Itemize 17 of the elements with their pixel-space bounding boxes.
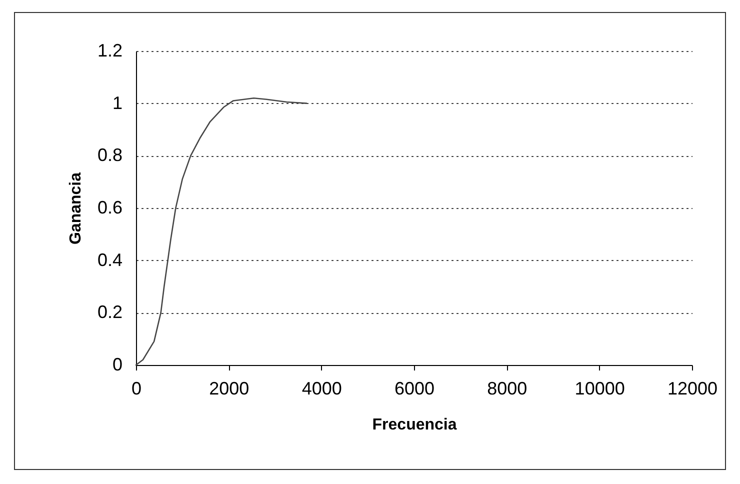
y-tick-label: 0 [112, 354, 122, 374]
y-tick-label: 0.2 [97, 302, 122, 322]
x-axis-title: Frecuencia [372, 416, 457, 434]
y-tick-label: 0.4 [97, 250, 122, 270]
y-tick-label: 0.8 [97, 145, 122, 166]
x-tick-label: 4000 [302, 378, 342, 398]
x-tick-label: 12000 [667, 378, 718, 398]
x-tick-label: 6000 [394, 378, 435, 398]
y-tick-label: 1 [112, 92, 122, 113]
x-tick-label: 8000 [487, 378, 528, 398]
y-axis-title: Ganancia [67, 172, 84, 245]
x-tick-label: 0 [131, 378, 142, 398]
x-tick-label: 2000 [209, 378, 250, 398]
x-tick-label: 10000 [574, 378, 625, 398]
y-tick-label: 1.2 [97, 40, 122, 60]
line-series [135, 97, 308, 366]
y-tick-label: 0.6 [97, 198, 122, 218]
